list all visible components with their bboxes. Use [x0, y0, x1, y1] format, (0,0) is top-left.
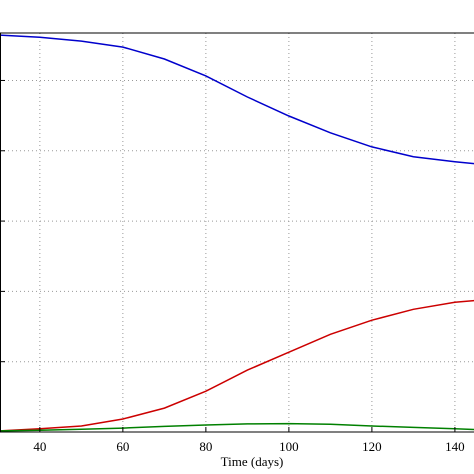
x-tick-label: 100 [279, 439, 299, 454]
x-axis-label: Time (days) [221, 454, 284, 469]
x-tick-label: 40 [33, 439, 46, 454]
x-tick-label: 80 [199, 439, 212, 454]
x-tick-label: 140 [445, 439, 465, 454]
plot-area [0, 34, 474, 432]
series-line [0, 34, 474, 165]
grid [0, 33, 474, 433]
x-tick-label: 60 [116, 439, 129, 454]
series-line [0, 422, 474, 432]
x-tick-label: 120 [362, 439, 382, 454]
series-line [0, 299, 474, 432]
